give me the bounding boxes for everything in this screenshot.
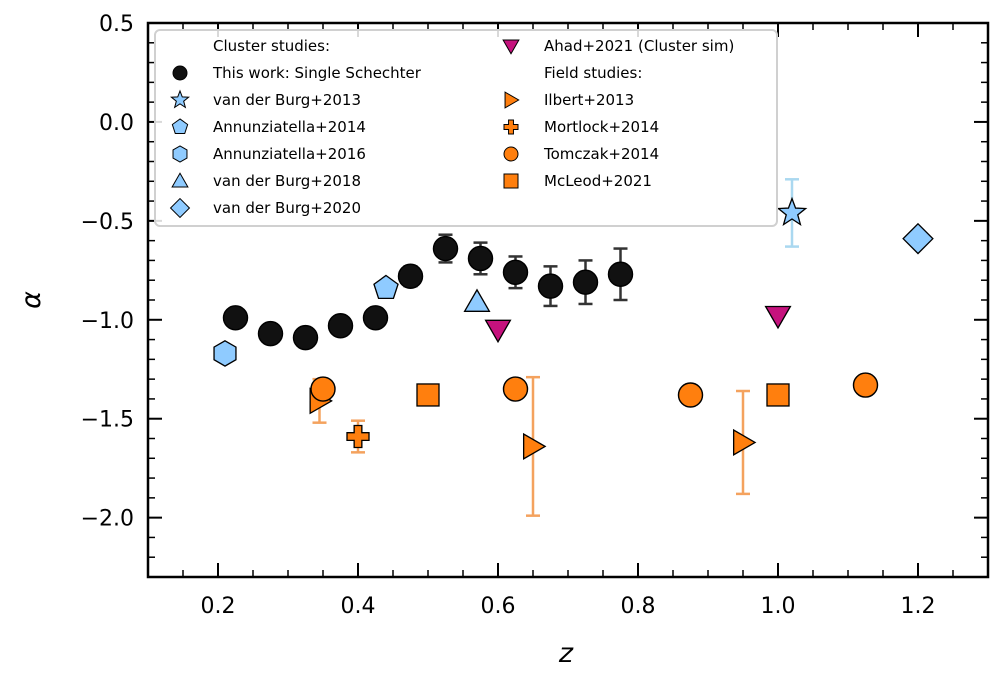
point-this-work-single-schechter [537,273,564,299]
point-tomczak-2014 [677,382,704,408]
point-this-work-single-schechter [362,305,389,331]
x-tick-label: 1.0 [761,594,796,619]
legend-ahad-2021-cluster-sim-label: Ahad+2021 (Cluster sim) [544,37,734,55]
legend-mcleod-2021-label: McLeod+2021 [544,172,652,190]
legend-annunziatella-2014-marker [171,118,189,135]
legend-tomczak-2014-label: Tomczak+2014 [543,145,659,163]
point-ilbert-2013 [522,432,547,460]
x-axis-label: z [558,638,574,669]
point-annunziatella-2014 [373,274,399,300]
legend-annunziatella-2014-label: Annunziatella+2014 [213,118,366,136]
legend-ilbert-2013-marker [504,91,520,109]
point-van-der-burg-2013 [776,196,808,227]
y-axis-label: α [16,291,47,309]
data-markers [213,196,934,460]
legend-van-der-burg-2020-label: van der Burg+2020 [213,199,361,217]
y-tick-label: −1.0 [81,309,134,334]
legend-this-work-single-schechter-label: This work: Single Schechter [212,64,422,82]
legend: Cluster studies: This work: Single Schech… [154,29,778,227]
legend-tomczak-2014-marker [503,146,519,162]
point-tomczak-2014 [502,376,529,402]
legend-this-work-single-schechter-marker [172,65,188,81]
point-this-work-single-schechter [292,324,319,351]
legend-van-der-burg-2013-marker [170,89,190,109]
point-van-der-burg-2020 [902,222,934,255]
point-this-work-single-schechter [432,235,459,262]
legend-mortlock-2014-label: Mortlock+2014 [544,118,659,136]
legend-ilbert-2013-label: Ilbert+2013 [544,91,634,109]
x-tick-label: 0.4 [341,594,376,619]
x-tick-label: 0.8 [621,594,656,619]
plot-frame [146,21,990,579]
x-tick-label: 0.6 [481,594,516,619]
point-this-work-single-schechter [327,313,354,339]
legend-annunziatella-2016-marker [172,145,188,163]
legend-van-der-burg-2020-marker [169,197,191,219]
legend-mortlock-2014-marker [503,119,519,135]
point-this-work-single-schechter [397,263,424,289]
y-tick-label: −1.5 [81,408,134,433]
point-mcleod-2021 [416,383,440,407]
point-mcleod-2021 [766,383,790,407]
legend-ahad-2021-cluster-sim-marker [502,39,520,55]
point-van-der-burg-2018 [463,288,491,312]
point-tomczak-2014 [852,372,879,398]
point-annunziatella-2016 [213,340,237,367]
y-tick-label: 0.5 [99,12,134,37]
y-tick-label: 0.0 [99,111,134,136]
point-this-work-single-schechter [572,269,599,295]
point-ilbert-2013 [732,428,757,456]
y-tick-label: −0.5 [81,210,134,235]
legend-field-studies-label: Field studies: [544,64,642,82]
legend-box [154,29,778,227]
point-tomczak-2014 [310,376,336,402]
point-this-work-single-schechter [502,259,529,286]
tick-labels: 0.2 0.4 0.6 0.8 1.0 1.2 −2.0 −1.5 −1.0 −0.5 0.0 0.5 [81,12,936,619]
legend-annunziatella-2016-label: Annunziatella+2016 [213,145,366,163]
x-tick-label: 0.2 [201,594,236,619]
point-ahad-2021-cluster-sim- [484,319,512,344]
point-this-work-single-schechter [222,305,249,331]
point-this-work-single-schechter [607,261,634,287]
legend-mcleod-2021-marker [503,173,519,189]
y-tick-label: −2.0 [81,507,134,532]
x-tick-label: 1.2 [901,594,936,619]
point-this-work-single-schechter [467,245,494,272]
point-ahad-2021-cluster-sim- [764,305,792,330]
point-mortlock-2014 [346,424,370,449]
legend-van-der-burg-2013-label: van der Burg+2013 [213,91,361,109]
point-this-work-single-schechter [257,320,284,347]
legend-van-der-burg-2018-marker [171,172,189,188]
legend-van-der-burg-2018-label: van der Burg+2018 [213,172,361,190]
legend-cluster-studies-label: Cluster studies: [213,37,330,55]
